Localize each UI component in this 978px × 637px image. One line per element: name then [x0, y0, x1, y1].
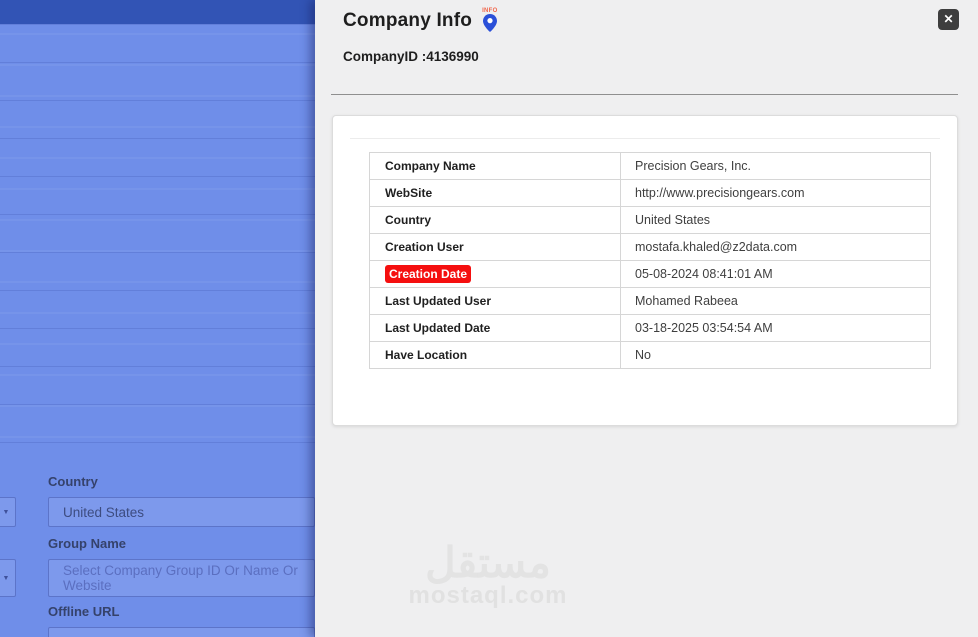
table-row: WebSite http://www.precisiongears.com — [369, 179, 931, 207]
background-topbar — [0, 0, 315, 24]
table-row: Company Name Precision Gears, Inc. — [369, 152, 931, 180]
partial-select-left-1[interactable]: ▼ — [0, 497, 16, 527]
row-value: 05-08-2024 08:41:01 AM — [620, 260, 931, 288]
watermark-domain: mostaql.com — [408, 582, 568, 610]
country-select-value: United States — [63, 504, 145, 520]
row-label: Creation User — [385, 240, 464, 254]
row-label: Company Name — [385, 159, 476, 173]
table-row: Last Updated User Mohamed Rabeea — [369, 287, 931, 315]
partial-select-left-2[interactable]: ▼ — [0, 559, 16, 597]
row-label: Country — [385, 213, 431, 227]
company-info-table: Company Name Precision Gears, Inc. WebSi… — [369, 152, 931, 369]
company-id-text: CompanyID :4136990 — [343, 49, 479, 64]
row-value: Mohamed Rabeea — [620, 287, 931, 315]
close-icon: ✕ — [943, 12, 954, 26]
watermark-arabic: مستقل — [425, 539, 551, 586]
map-pin-info-icon: INFO — [480, 8, 500, 34]
table-row: Country United States — [369, 206, 931, 234]
modal-title: Company Info — [343, 10, 473, 31]
row-value: 03-18-2025 03:54:54 AM — [620, 314, 931, 342]
row-value: United States — [620, 206, 931, 234]
row-label-highlighted: Creation Date — [385, 265, 472, 283]
close-button[interactable]: ✕ — [938, 9, 959, 30]
row-label: Have Location — [385, 348, 468, 362]
row-label: Last Updated User — [385, 294, 492, 308]
table-row: Last Updated Date 03-18-2025 03:54:54 AM — [369, 314, 931, 342]
group-name-placeholder: Select Company Group ID Or Name Or Websi… — [63, 563, 298, 593]
modal-header: Company Info INFO — [343, 8, 500, 34]
country-select[interactable]: United States — [48, 497, 315, 527]
chevron-down-icon: ▼ — [2, 508, 10, 516]
offline-url-label: Offline URL — [48, 604, 120, 619]
table-row: Creation Date 05-08-2024 08:41:01 AM — [369, 260, 931, 288]
row-value: No — [620, 341, 931, 369]
country-label: Country — [48, 474, 98, 489]
watermark: مستقل mostaql.com — [373, 539, 603, 610]
background-page-overlay: ▼ ▼ Country United States Group Name Sel… — [0, 0, 315, 637]
group-name-input[interactable]: Select Company Group ID Or Name Or Websi… — [48, 559, 315, 597]
row-label: Last Updated Date — [385, 321, 491, 335]
row-value: mostafa.khaled@z2data.com — [620, 233, 931, 261]
row-value: http://www.precisiongears.com — [620, 179, 931, 207]
row-value: Precision Gears, Inc. — [620, 152, 931, 180]
company-info-card: Company Name Precision Gears, Inc. WebSi… — [332, 115, 958, 426]
table-row: Have Location No — [369, 341, 931, 369]
background-table-rows — [0, 24, 315, 460]
company-info-modal: Company Info INFO ✕ CompanyID :4136990 C… — [315, 0, 978, 637]
info-icon-label: INFO — [482, 8, 498, 14]
chevron-down-icon: ▼ — [2, 574, 10, 582]
row-label: WebSite — [385, 186, 433, 200]
offline-url-input[interactable] — [48, 627, 315, 637]
table-row: Creation User mostafa.khaled@z2data.com — [369, 233, 931, 261]
card-top-divider — [350, 138, 940, 139]
group-name-label: Group Name — [48, 536, 127, 551]
header-divider — [331, 94, 958, 95]
map-pin-icon — [483, 14, 498, 32]
